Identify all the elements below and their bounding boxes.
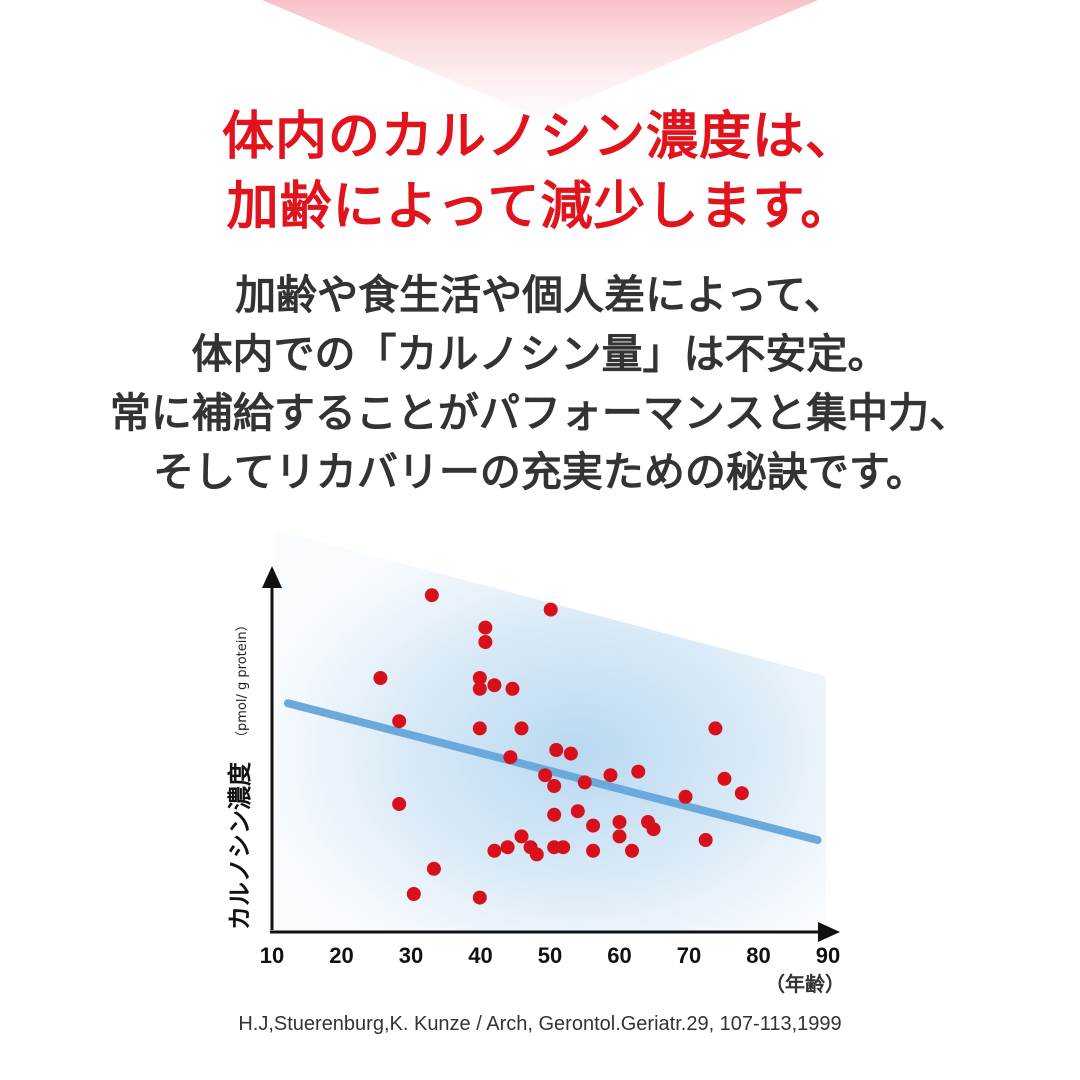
data-point (612, 829, 627, 844)
data-point (734, 786, 749, 801)
citation: H.J,Stuerenburg,K. Kunze / Arch, Geronto… (238, 1013, 842, 1035)
data-point (505, 681, 520, 696)
top-decorative-wedge (262, 0, 818, 118)
data-point (426, 861, 441, 876)
data-point (514, 829, 529, 844)
body-line-3: 常に補給することがパフォーマンスと集中力、 (109, 389, 971, 437)
data-point (570, 804, 585, 819)
body-line-1: 加齢や食生活や個人差によって、 (235, 271, 845, 319)
data-point (500, 840, 515, 855)
data-point (392, 714, 407, 729)
headline-line-2: 加齢によって減少します。 (226, 177, 854, 237)
data-point (717, 771, 732, 786)
plot-background (276, 530, 826, 933)
data-point (472, 890, 487, 905)
headline-line-1: 体内のカルノシン濃度は、 (221, 107, 858, 167)
x-tick-label: 70 (677, 943, 701, 968)
trend-line (283, 699, 822, 844)
data-point (586, 818, 601, 833)
data-point (529, 847, 544, 862)
x-tick-label: 60 (607, 943, 631, 968)
data-point (487, 678, 502, 693)
x-tick-label: 10 (260, 943, 284, 968)
data-point (646, 822, 661, 837)
data-point (478, 635, 493, 649)
data-point (373, 671, 388, 685)
data-point (577, 775, 592, 790)
data-point (625, 843, 640, 858)
data-point (472, 721, 487, 736)
x-tick-label: 40 (468, 943, 492, 968)
x-axis-label: （年齢） (765, 972, 845, 996)
body-line-2: 体内での「カルノシン量」は不安定。 (191, 330, 889, 378)
data-point (392, 797, 407, 811)
x-tick-label: 50 (538, 943, 562, 968)
x-tick-label: 20 (329, 943, 353, 968)
data-point (472, 671, 487, 685)
data-point (547, 779, 562, 793)
data-point (678, 789, 693, 804)
data-point (563, 746, 578, 761)
data-point (586, 843, 601, 858)
x-tick-label: 30 (399, 943, 423, 968)
data-point (603, 768, 618, 783)
data-point (631, 764, 646, 779)
data-point (503, 750, 518, 765)
body-line-4: そしてリカバリーの充実ための秘訣です。 (153, 448, 927, 496)
data-point (547, 807, 562, 822)
data-point (612, 815, 627, 829)
y-axis-label: カルノシン濃度 (226, 761, 254, 930)
data-point (708, 721, 723, 736)
data-point (406, 887, 421, 901)
data-point (538, 768, 553, 783)
x-tick-label: 90 (816, 943, 840, 968)
y-axis-unit: （pmol/ g protein） (235, 618, 250, 744)
data-point (543, 602, 558, 617)
data-point (424, 588, 439, 603)
data-point (472, 681, 487, 696)
data-point (698, 833, 713, 847)
y-axis-arrow (262, 566, 282, 588)
data-point (514, 721, 529, 736)
data-point (549, 743, 564, 757)
data-point (487, 843, 502, 858)
data-point (478, 620, 493, 635)
x-tick-label: 80 (746, 943, 770, 968)
data-point (556, 840, 571, 855)
x-axis-arrow (818, 922, 840, 942)
